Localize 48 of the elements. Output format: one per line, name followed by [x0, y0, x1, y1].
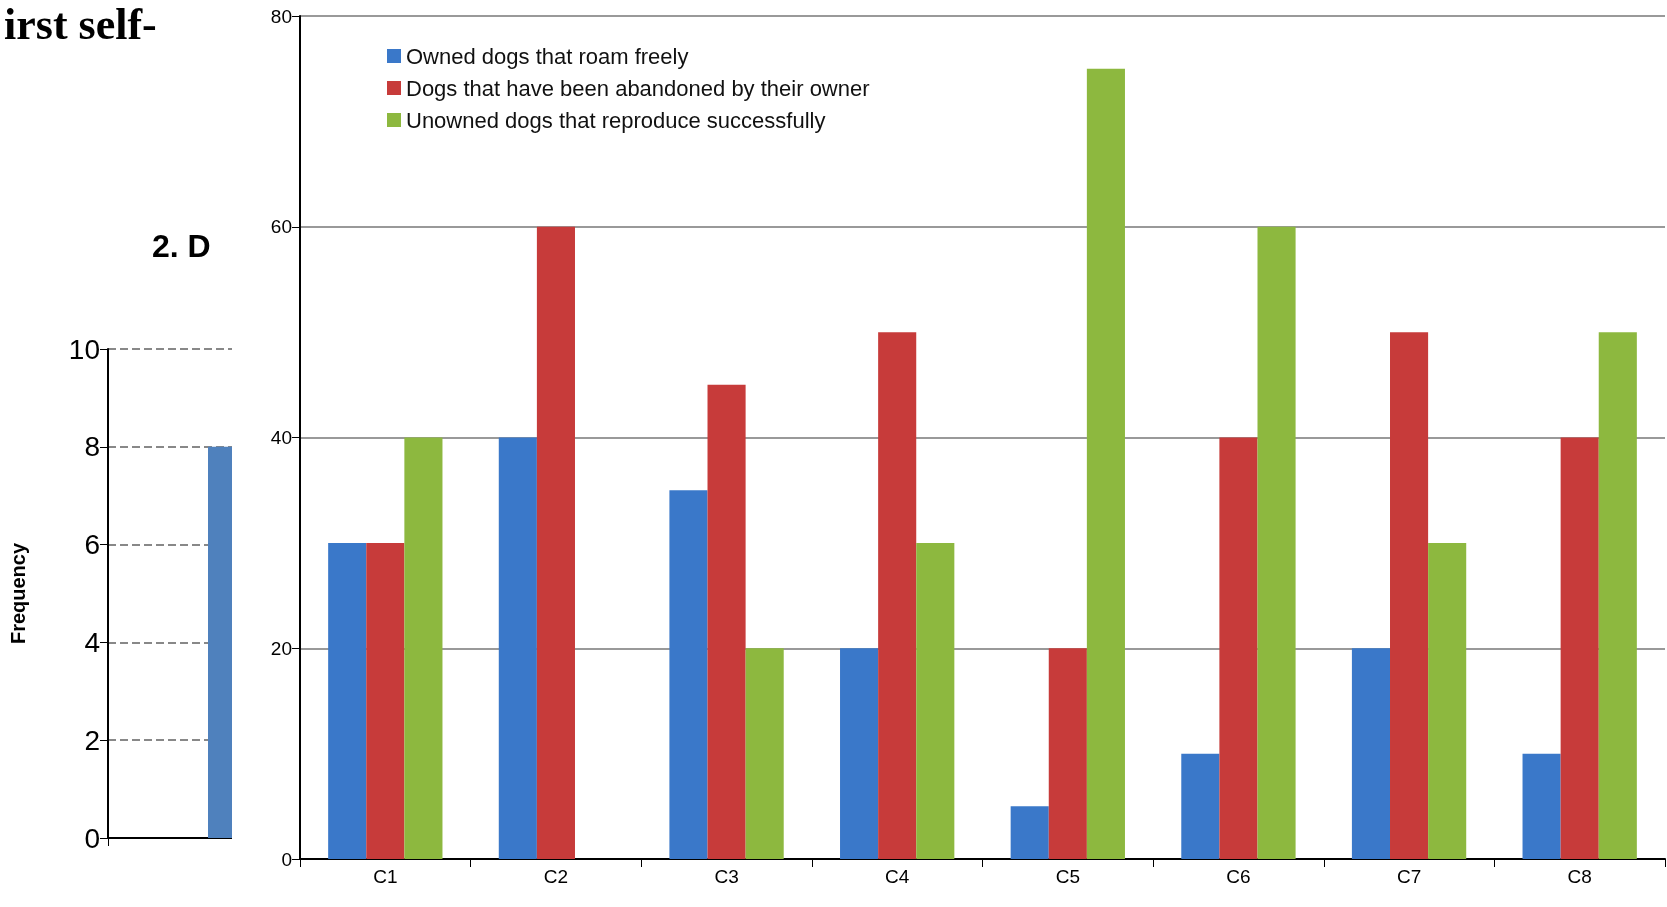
bar — [840, 648, 879, 859]
bar — [1560, 437, 1599, 859]
y-tick-label: 80 — [270, 5, 292, 27]
x-tick-label: C5 — [1055, 866, 1080, 887]
bar — [1598, 332, 1637, 859]
y-tick-label: 40 — [270, 427, 292, 448]
bar — [1048, 648, 1087, 859]
bar — [1257, 226, 1296, 859]
y-tick-label: 0 — [84, 822, 100, 854]
bar — [366, 542, 405, 859]
y-tick-label: 10 — [68, 333, 100, 365]
chart-title: irst self- — [4, 0, 157, 49]
bar — [745, 648, 784, 859]
bar — [1428, 542, 1467, 859]
legend-label: Owned dogs that roam freely — [406, 43, 689, 69]
x-tick-label: C7 — [1396, 866, 1422, 887]
y-tick-label: 6 — [84, 529, 100, 561]
bar — [1351, 648, 1391, 859]
legend-label: Unowned dogs that reproduce successfully — [406, 107, 826, 133]
bar — [707, 384, 746, 859]
bar — [1219, 437, 1258, 859]
bar — [1522, 753, 1561, 859]
bar — [536, 226, 575, 859]
bar — [1390, 332, 1429, 859]
x-tick-label: C2 — [543, 866, 569, 887]
y-tick-label: 20 — [270, 637, 292, 659]
chart-subtitle: 2. D — [152, 228, 211, 264]
bar — [1010, 806, 1049, 859]
bar — [1181, 753, 1220, 859]
bar — [878, 332, 917, 859]
bar — [404, 437, 443, 859]
x-tick-label: C6 — [1226, 866, 1251, 887]
bar — [1086, 68, 1125, 859]
y-tick-label: 4 — [84, 626, 100, 658]
y-tick-label: 8 — [84, 431, 100, 463]
y-tick-label: 0 — [281, 848, 292, 870]
y-tick-label: 2 — [84, 724, 100, 756]
x-tick-label: C3 — [714, 866, 739, 887]
y-axis-title: Frequency — [7, 542, 29, 645]
bar — [328, 542, 367, 859]
bar — [916, 542, 955, 859]
bar — [669, 490, 708, 859]
x-tick-label: C1 — [373, 866, 398, 887]
y-tick-label: 60 — [270, 216, 292, 238]
x-tick-label: C4 — [885, 866, 910, 887]
legend-label: Dogs that have been abandoned by their owner — [406, 75, 870, 101]
x-tick-label: C8 — [1567, 866, 1592, 887]
bar — [498, 437, 537, 859]
